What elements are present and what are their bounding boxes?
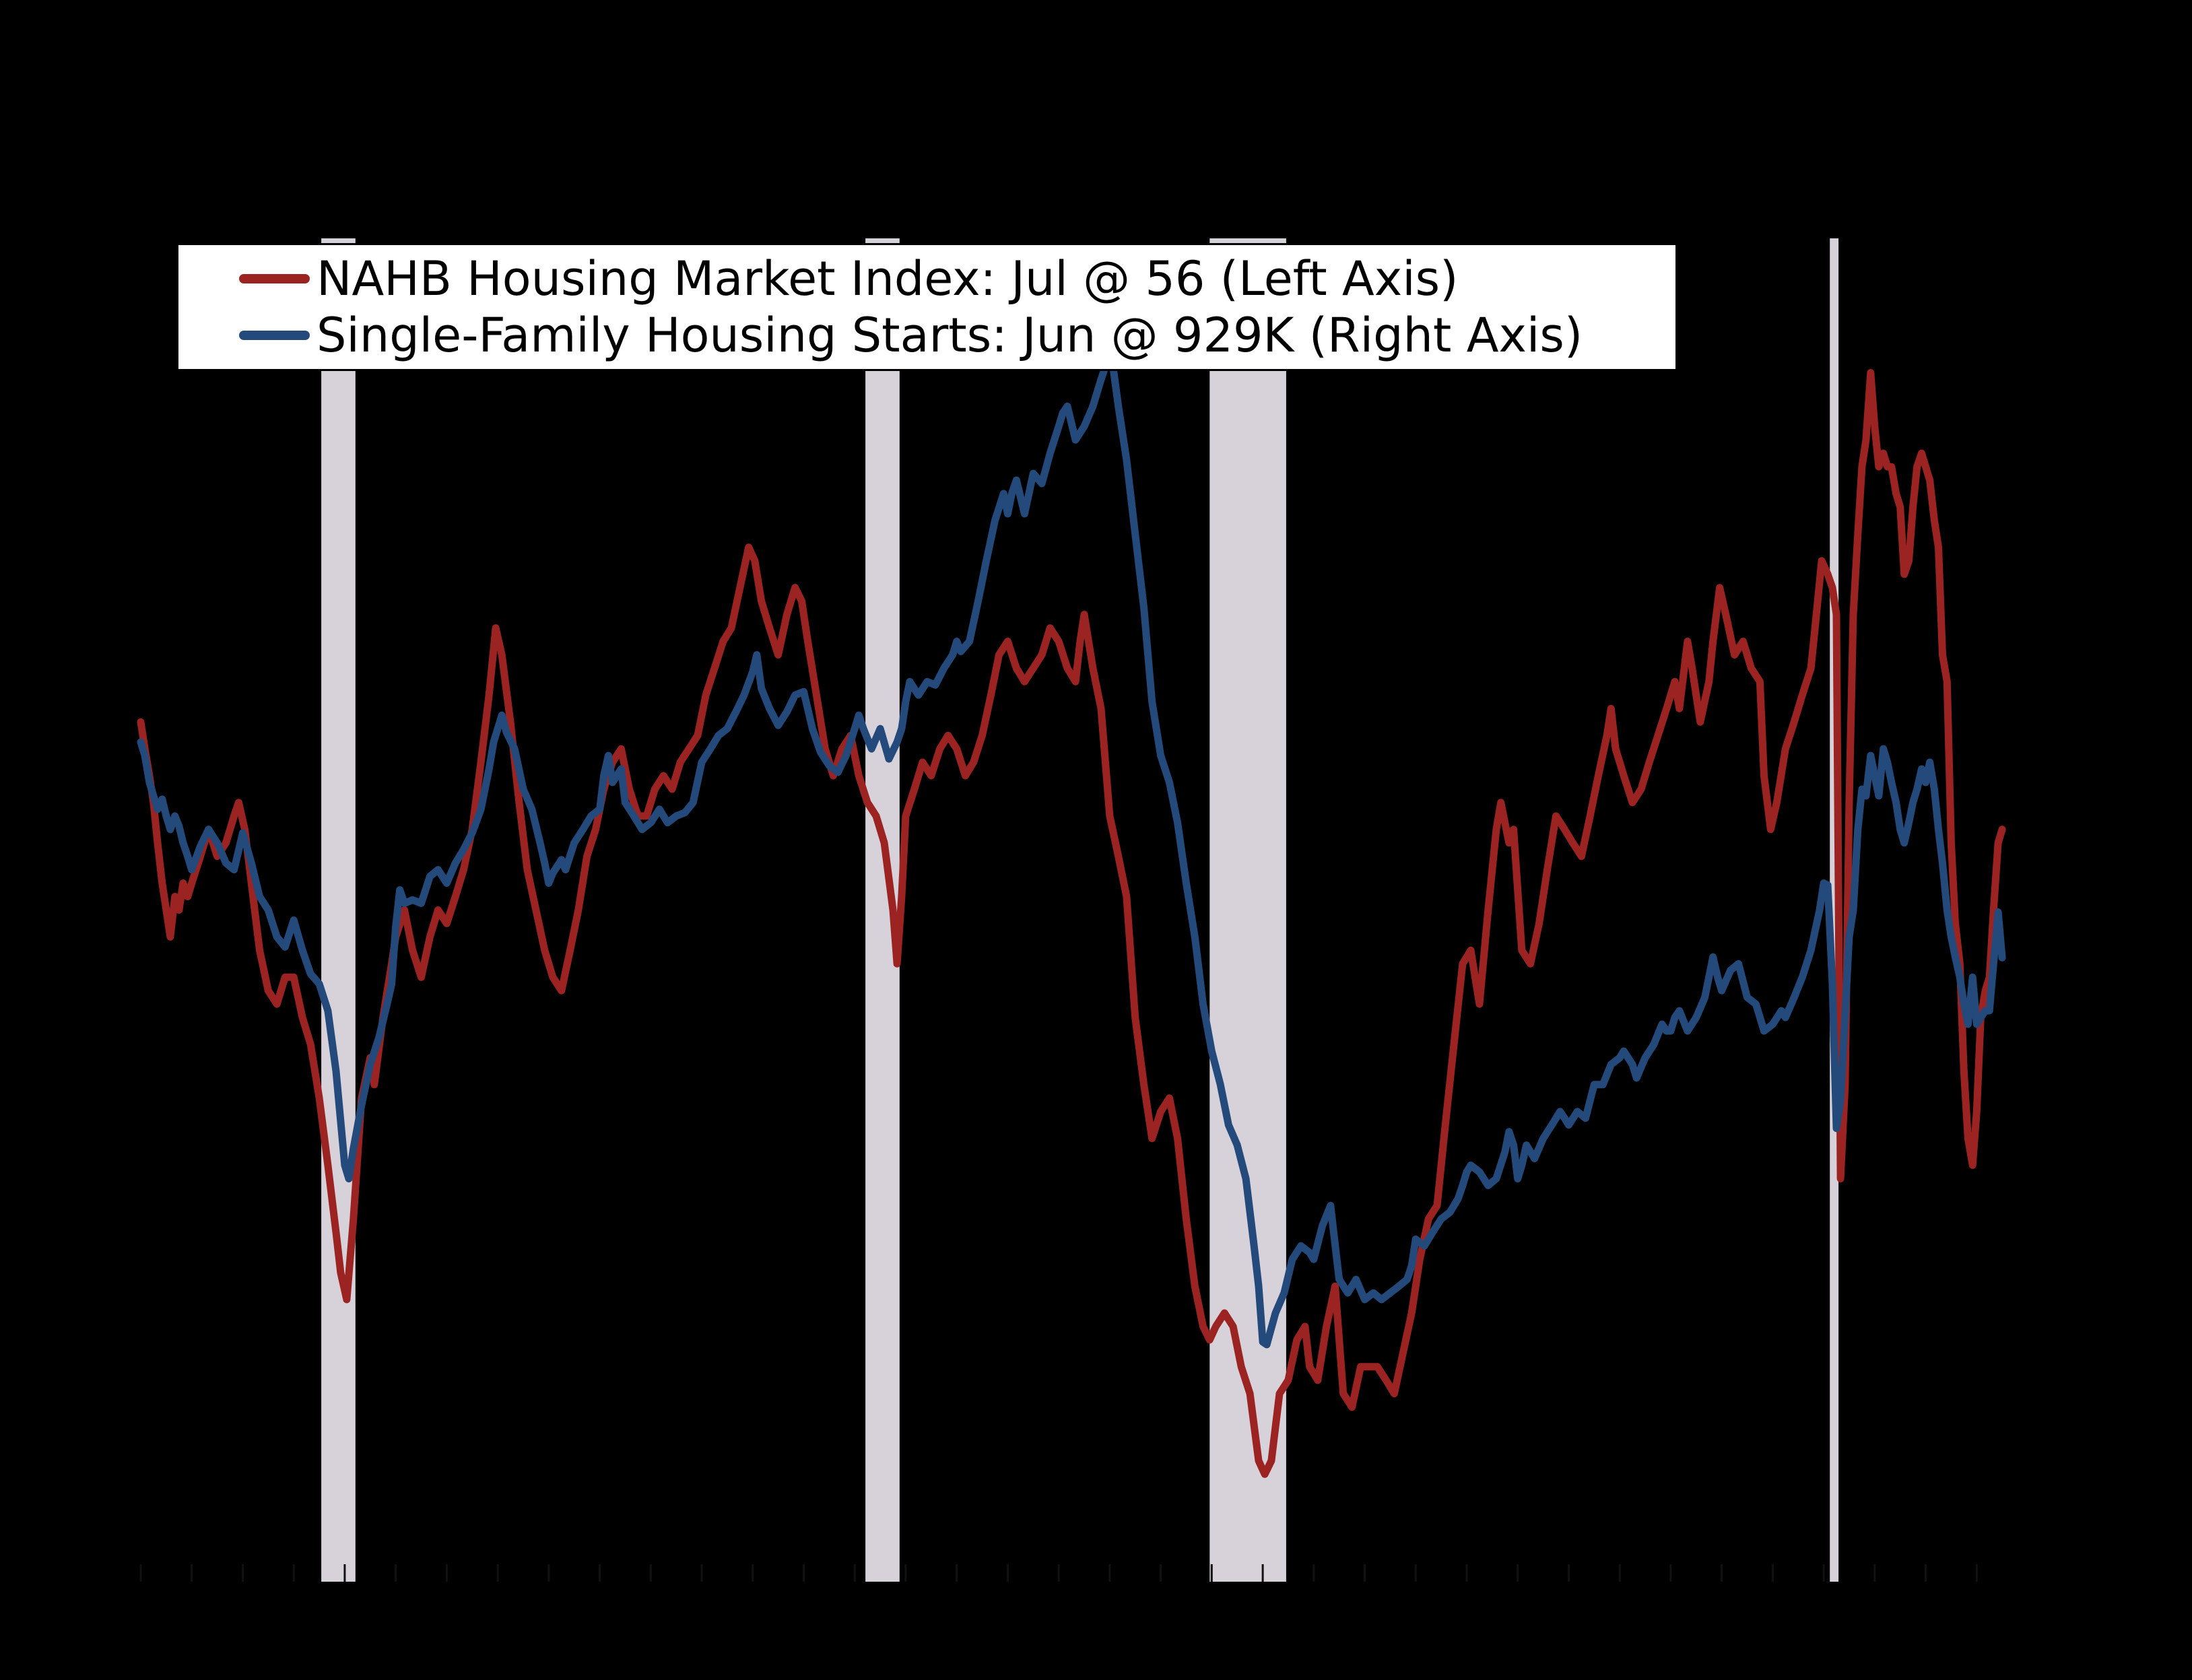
nahb-hmi-line bbox=[137, 369, 2006, 1478]
recession-band bbox=[321, 238, 356, 1582]
legend-item-single-family-starts: Single-Family Housing Starts: Jun @ 929K… bbox=[178, 312, 1675, 359]
legend-label-single-family-starts: Single-Family Housing Starts: Jun @ 929K… bbox=[317, 308, 1583, 364]
single-family-starts-line bbox=[137, 354, 2006, 1349]
legend-item-nahb-hmi: NAHB Housing Market Index: Jul @ 56 (Lef… bbox=[178, 255, 1675, 302]
legend-label-nahb-hmi: NAHB Housing Market Index: Jul @ 56 (Lef… bbox=[317, 250, 1459, 306]
single-family-starts-line-swatch bbox=[239, 331, 310, 341]
recession-band bbox=[1830, 238, 1839, 1582]
legend: NAHB Housing Market Index: Jul @ 56 (Lef… bbox=[176, 243, 1678, 371]
nahb-hmi-line-swatch bbox=[239, 273, 310, 283]
recession-band bbox=[1209, 238, 1286, 1582]
